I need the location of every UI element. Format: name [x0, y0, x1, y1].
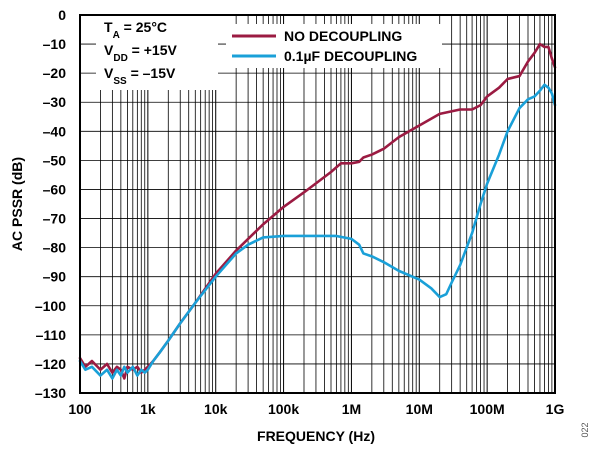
y-tick-label: –110 [36, 327, 67, 343]
legend-label: NO DECOUPLING [284, 28, 402, 44]
condition-vss: VSS = –15V [104, 65, 176, 87]
y-tick-label: –120 [35, 356, 66, 372]
legend-label: 0.1µF DECOUPLING [284, 48, 417, 64]
y-tick-label: –60 [43, 181, 67, 197]
series-line-no-decoupling [78, 42, 557, 380]
x-tick-label: 100M [470, 401, 505, 417]
y-tick-label: –50 [43, 152, 67, 168]
x-tick-label: 100 [68, 401, 92, 417]
series-layer [78, 42, 557, 380]
x-axis-label: FREQUENCY (Hz) [257, 428, 375, 444]
y-tick-label: –80 [43, 240, 67, 256]
legend: NO DECOUPLING 0.1µF DECOUPLING [226, 24, 442, 68]
y-tick-label: 0 [58, 7, 66, 23]
y-axis-label: AC PSSR (dB) [9, 157, 25, 251]
x-tick-label: 10M [406, 401, 433, 417]
figure-id: 022 [580, 422, 590, 437]
y-tick-label: –100 [35, 298, 66, 314]
y-tick-label: –10 [43, 36, 67, 52]
plot-frame [79, 14, 556, 394]
legend-background [226, 24, 442, 68]
condition-vdd: VDD = +15V [104, 42, 178, 64]
series-line-decoupling [78, 83, 557, 380]
x-tick-label: 1G [546, 401, 565, 417]
y-tick-label: –130 [35, 385, 66, 401]
y-tick-label: –30 [43, 94, 67, 110]
condition-ta: TA = 25°C [104, 19, 167, 41]
y-tick-label: –90 [43, 269, 67, 285]
y-tick-labels: 0 –10 –20 –30 –40 –50 –60 –70 –80 –90 –100 –110 –120… [35, 7, 66, 401]
y-tick-label: –70 [43, 211, 67, 227]
x-tick-label: 10k [204, 401, 228, 417]
x-tick-label: 1k [140, 401, 156, 417]
y-tick-label: –20 [43, 65, 67, 81]
conditions-box: TA = 25°C VDD = +15V VSS = –15V [96, 10, 218, 90]
x-tick-label: 1M [342, 401, 361, 417]
conditions-background [96, 10, 218, 90]
x-tick-labels: 100 1k 10k 100k 1M 10M 100M 1G [68, 401, 564, 417]
x-tick-label: 100k [268, 401, 299, 417]
y-tick-label: –40 [43, 123, 67, 139]
